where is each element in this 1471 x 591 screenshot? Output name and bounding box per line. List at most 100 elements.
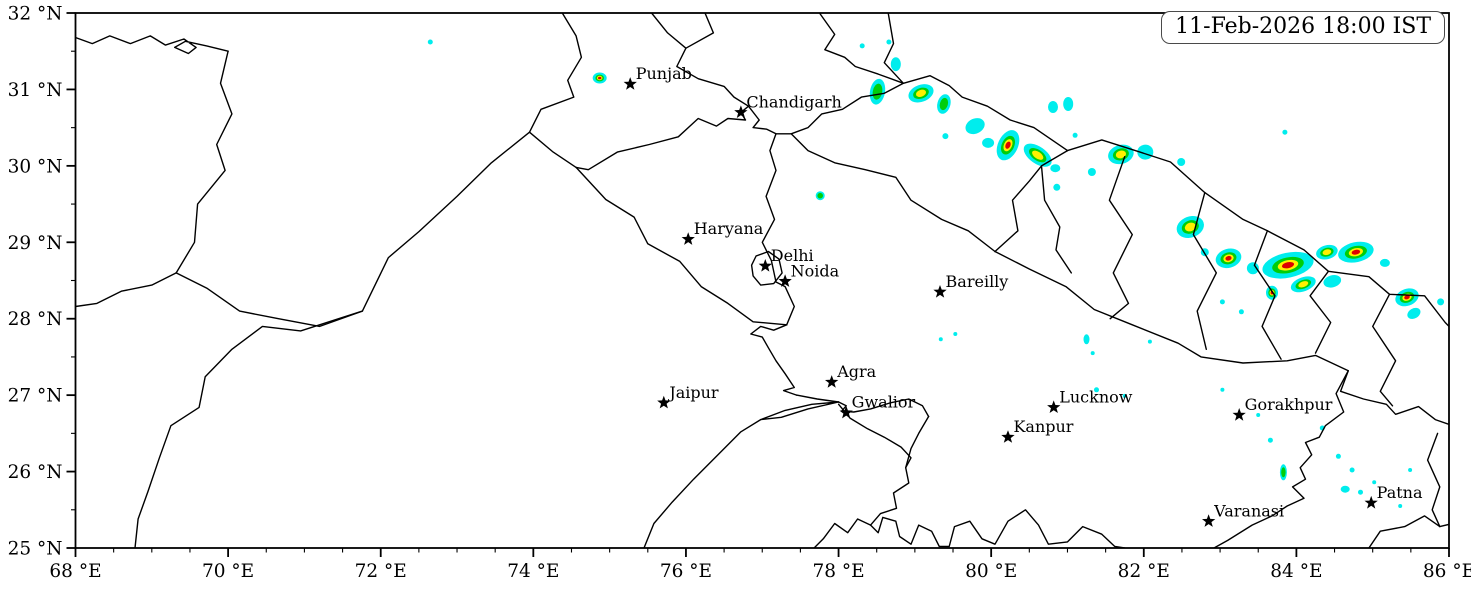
admin-boundary-line (994, 149, 1069, 253)
city-marker-patna (1364, 495, 1378, 509)
admin-boundary-line (650, 13, 750, 107)
radar-echo (1122, 393, 1127, 398)
x-tick-label-76: 76 °E (660, 561, 712, 582)
radar-echo (1395, 288, 1419, 307)
admin-boundary-line (575, 166, 788, 326)
radar-echo (1290, 276, 1316, 293)
admin-boundary-line (1108, 155, 1134, 320)
city-marker-haryana (681, 232, 695, 245)
city-marker-kanpur (1001, 430, 1015, 443)
admin-boundary-line (1192, 191, 1218, 350)
radar-echo (937, 94, 951, 114)
x-tick-label-80: 80 °E (965, 561, 1017, 582)
x-tick-label-86: 86 °E (1423, 561, 1471, 582)
city-label-agra: Agra (836, 362, 876, 381)
radar-echo (859, 43, 865, 49)
radar-echo (869, 78, 886, 105)
y-tick-label-32: 32 °N (8, 4, 63, 25)
x-tick-label-70: 70 °E (202, 561, 254, 582)
admin-boundary-line (750, 324, 798, 396)
x-tick-label-84: 84 °E (1270, 561, 1322, 582)
radar-echo (890, 57, 901, 72)
city-label-jaipur: Jaipur (667, 383, 719, 402)
city-label-varanasi: Varanasi (1213, 501, 1284, 520)
radar-echo (965, 118, 985, 135)
x-tick-label-68: 68 °E (49, 561, 101, 582)
radar-echo (1398, 504, 1403, 508)
radar-echo (886, 39, 892, 45)
radar-echo (1023, 143, 1052, 167)
admin-boundary-line (750, 250, 783, 286)
radar-echo (1266, 285, 1278, 300)
city-label-haryana: Haryana (694, 219, 764, 238)
radar-echo (1349, 467, 1355, 473)
city-marker-noida (778, 274, 792, 287)
radar-echo (1094, 387, 1099, 393)
city-marker-gwalior (839, 405, 853, 419)
radar-echo (1220, 387, 1225, 392)
axes-frame: 68 °E 70 °E 72 °E 74 °E 76 °E 78 °E 80 °E 82 °E… (8, 4, 1471, 583)
radar-echo (1358, 489, 1363, 495)
admin-boundary-line (1040, 165, 1073, 274)
radar-echo (1282, 129, 1288, 135)
radar-echo (1147, 339, 1152, 344)
radar-echo (1090, 351, 1095, 356)
y-tick-label-31: 31 °N (8, 80, 63, 101)
radar-echo (1048, 101, 1058, 113)
city-label-noida: Noida (791, 261, 840, 280)
radar-echo (1437, 298, 1445, 306)
radar-echo (1407, 307, 1421, 319)
echo-layer (427, 39, 1445, 508)
radar-echo (1262, 251, 1314, 279)
y-tick-label-28: 28 °N (8, 309, 63, 330)
admin-boundary-line (1371, 293, 1397, 407)
city-marker-bareilly (933, 285, 947, 298)
radar-echo (1219, 299, 1225, 305)
radar-echo (1063, 97, 1074, 111)
radar-echo (1087, 168, 1096, 176)
radar-echo (1083, 334, 1090, 345)
admin-boundary-line (994, 250, 1449, 426)
admin-boundary-line (818, 13, 905, 85)
admin-boundary-line (1426, 432, 1441, 528)
admin-boundary-line (760, 401, 840, 421)
admin-boundary-line (175, 50, 233, 274)
radar-echo (1340, 485, 1350, 493)
timestamp-badge: 11-Feb-2026 18:00 IST (1161, 11, 1445, 44)
admin-boundary-line (685, 13, 715, 49)
radar-echo (1408, 468, 1413, 472)
city-marker-jaipur (657, 395, 671, 409)
radar-echo (1215, 248, 1242, 269)
admin-boundary-line (795, 394, 840, 403)
radar-echo (1050, 164, 1061, 173)
radar-echo (1108, 144, 1134, 165)
city-label-bareilly: Bareilly (946, 272, 1009, 291)
radar-echo (1176, 216, 1204, 238)
city-label-chandigarh: Chandigarh (746, 92, 841, 111)
city-marker-agra (825, 375, 839, 388)
radar-echo (1256, 413, 1261, 417)
city-marker-varanasi (1202, 514, 1216, 527)
radar-echo (1177, 158, 1186, 166)
city-marker-delhi (758, 259, 772, 272)
radar-echo (1053, 183, 1061, 191)
admin-boundary-line (1066, 139, 1449, 328)
radar-echo (942, 133, 949, 140)
radar-echo (1372, 480, 1377, 485)
radar-echo (908, 84, 934, 103)
radar-echo (1316, 244, 1338, 260)
city-label-punjab: Punjab (636, 64, 692, 83)
radar-echo (996, 130, 1020, 161)
admin-boundary-line (1368, 515, 1449, 548)
radar-echo (1072, 132, 1078, 138)
radar-echo (427, 39, 433, 45)
y-tick-label-25: 25 °N (8, 539, 63, 560)
radar-echo (592, 72, 607, 84)
admin-boundary-line (775, 82, 905, 135)
admin-boundary-line (837, 398, 930, 418)
city-label-delhi: Delhi (771, 246, 814, 265)
y-tick-label-26: 26 °N (8, 462, 63, 483)
y-tick-label-29: 29 °N (8, 233, 63, 254)
admin-boundary-line (1213, 370, 1350, 548)
